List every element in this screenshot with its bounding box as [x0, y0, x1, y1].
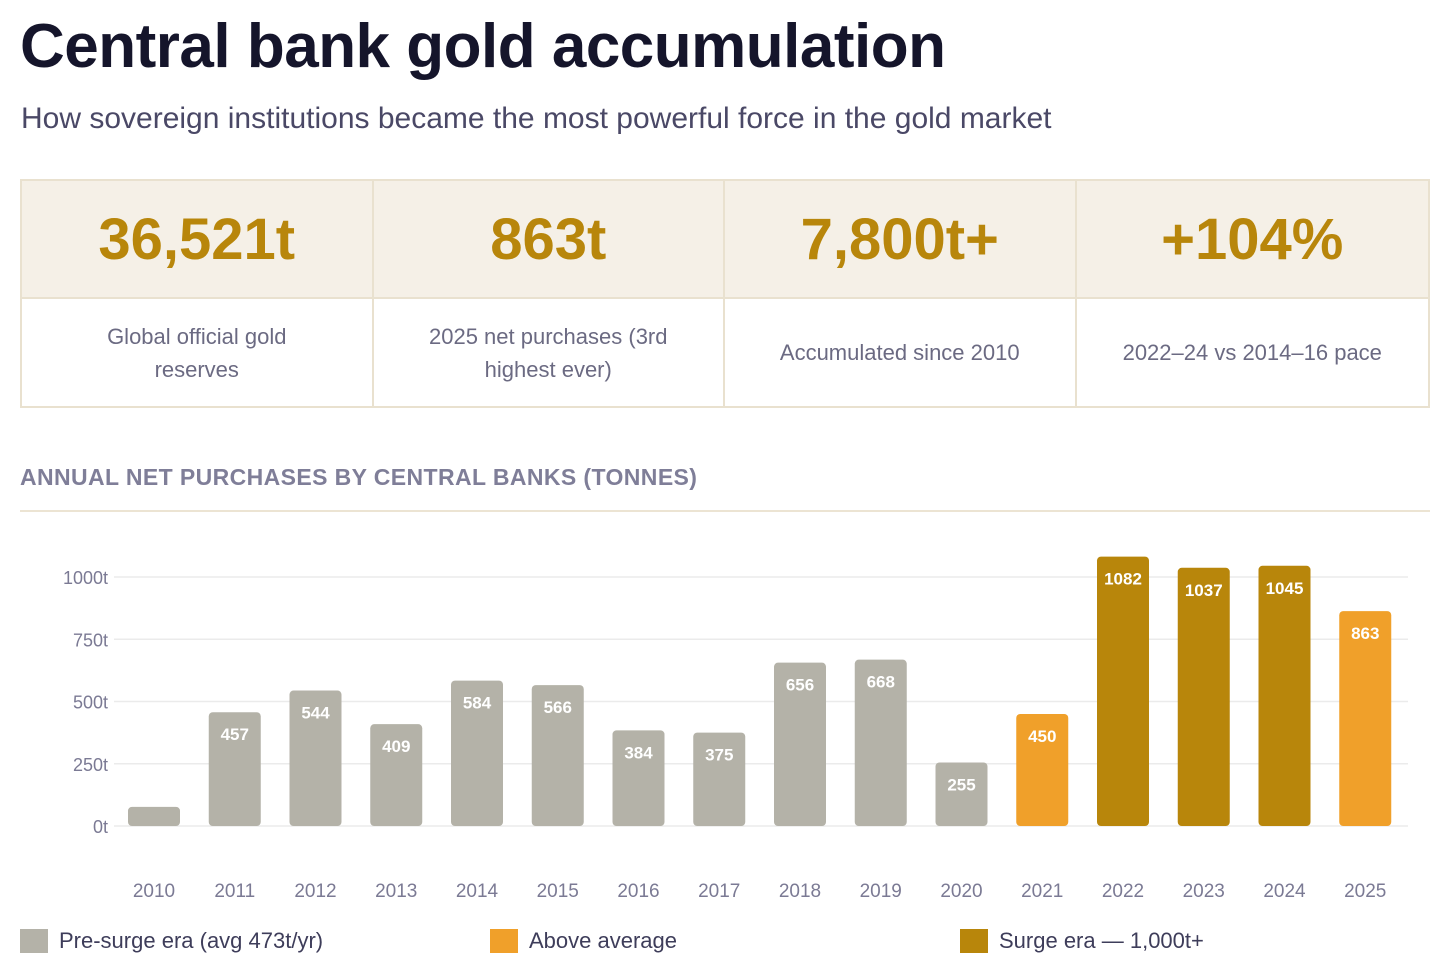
bar-2011: [208, 712, 261, 826]
stat-label: 2022–24 vs 2014–16 pace: [1122, 340, 1382, 365]
bar-data-label: 566: [544, 698, 572, 717]
chart-legend: Pre-surge era (avg 473t/yr) Above averag…: [0, 928, 1456, 958]
bar-data-label: 1037: [1185, 581, 1223, 600]
y-tick-label: 750t: [73, 630, 108, 650]
x-tick-label: 2015: [537, 881, 579, 902]
bar-data-label: 457: [221, 725, 249, 744]
legend-item-pre-surge: Pre-surge era (avg 473t/yr): [20, 928, 323, 954]
legend-swatch: [20, 929, 48, 953]
bar-2023: [1177, 567, 1230, 826]
x-tick-label: 2022: [1102, 881, 1144, 902]
bar-2020: [935, 762, 988, 826]
legend-label: Above average: [529, 928, 677, 953]
bar-data-labels: 457 544 409 584 566 384 375 656 668 255 450 1082 103…: [221, 570, 1380, 795]
stat-label: 2025 net purchases (3rd highest ever): [429, 323, 668, 382]
bar-data-label: 255: [947, 776, 975, 795]
bar-data-label: 1082: [1104, 570, 1142, 589]
section-divider: [20, 510, 1430, 512]
bar-2010: [128, 806, 180, 826]
y-tick-label: 1000t: [63, 568, 108, 588]
x-tick-label: 2020: [940, 881, 982, 902]
x-axis-ticks: 2010 2011 2012 2013 2014 2015 2016 2017 2018 2019…: [133, 881, 1387, 902]
x-tick-label: 2024: [1263, 881, 1306, 902]
bar-data-label: 450: [1028, 727, 1056, 746]
x-tick-label: 2019: [860, 881, 902, 902]
stat-label: Global official gold reserves: [107, 323, 287, 382]
legend-swatch: [960, 929, 988, 953]
bar-2015: [531, 685, 584, 826]
x-tick-label: 2013: [375, 881, 417, 902]
x-tick-label: 2014: [456, 881, 499, 902]
stat-value: 36,521t: [22, 181, 372, 299]
page-subtitle: How sovereign institutions became the mo…: [21, 102, 1052, 135]
bar-data-label: 384: [624, 743, 653, 762]
bar-2014: [451, 680, 503, 826]
bar-2021: [1016, 713, 1069, 826]
stat-value: 7,800t+: [725, 181, 1075, 299]
x-tick-label: 2023: [1183, 881, 1225, 902]
x-tick-label: 2021: [1021, 881, 1063, 902]
page-title: Central bank gold accumulation: [20, 12, 946, 81]
bar-2013: [370, 724, 423, 826]
bar-data-label: 375: [705, 746, 733, 765]
bar-chart: 0t 250t 500t 750t 1000t 457 544 409 584 566 384 37…: [63, 556, 1408, 902]
stat-card-2025-purchases: 863t 2025 net purchases (3rd highest eve…: [373, 181, 725, 406]
legend-label: Surge era — 1,000t+: [999, 928, 1204, 953]
bar-data-label: 544: [301, 704, 330, 723]
bar-data-label: 668: [867, 673, 895, 692]
stats-panel: 36,521t Global official gold reserves 86…: [20, 179, 1430, 408]
bar-data-label: 1045: [1266, 579, 1304, 598]
stat-card-pace-change: +104% 2022–24 vs 2014–16 pace: [1076, 181, 1428, 406]
x-tick-label: 2018: [779, 881, 821, 902]
bar-2024: [1258, 565, 1311, 826]
bar-data-label: 584: [463, 694, 492, 713]
bar-2016: [612, 730, 665, 826]
legend-label: Pre-surge era (avg 473t/yr): [59, 928, 324, 953]
y-tick-label: 250t: [73, 755, 108, 775]
bar-data-label: 409: [382, 737, 410, 756]
chart-bars: [128, 556, 1392, 826]
y-tick-label: 500t: [73, 693, 108, 713]
legend-item-above-average: Above average: [490, 928, 677, 954]
stat-label: Accumulated since 2010: [779, 340, 1020, 365]
stat-value: +104%: [1076, 181, 1428, 299]
y-tick-label: 0t: [93, 817, 108, 837]
bar-2019: [854, 659, 907, 826]
chart-title: ANNUAL NET PURCHASES BY CENTRAL BANKS (T…: [20, 464, 698, 490]
x-tick-label: 2010: [133, 881, 175, 902]
stat-card-accumulated: 7,800t+ Accumulated since 2010: [725, 181, 1077, 406]
y-axis-ticks: 0t 250t 500t 750t 1000t: [63, 568, 108, 837]
bar-2025: [1339, 611, 1392, 826]
bar-data-label: 863: [1351, 624, 1379, 643]
legend-swatch: [490, 929, 518, 953]
stat-card-global-reserves: 36,521t Global official gold reserves: [22, 181, 374, 406]
x-tick-label: 2017: [698, 881, 740, 902]
bar-data-label: 656: [786, 676, 814, 695]
bar-2022: [1097, 556, 1149, 826]
bar-2012: [289, 690, 342, 826]
bar-2018: [774, 662, 826, 826]
x-tick-label: 2025: [1344, 881, 1386, 902]
stat-value: 863t: [373, 181, 723, 299]
legend-item-surge: Surge era — 1,000t+: [960, 928, 1204, 954]
x-tick-label: 2016: [617, 881, 659, 902]
x-tick-label: 2012: [294, 881, 336, 902]
x-tick-label: 2011: [214, 881, 255, 902]
bar-2017: [693, 732, 746, 826]
